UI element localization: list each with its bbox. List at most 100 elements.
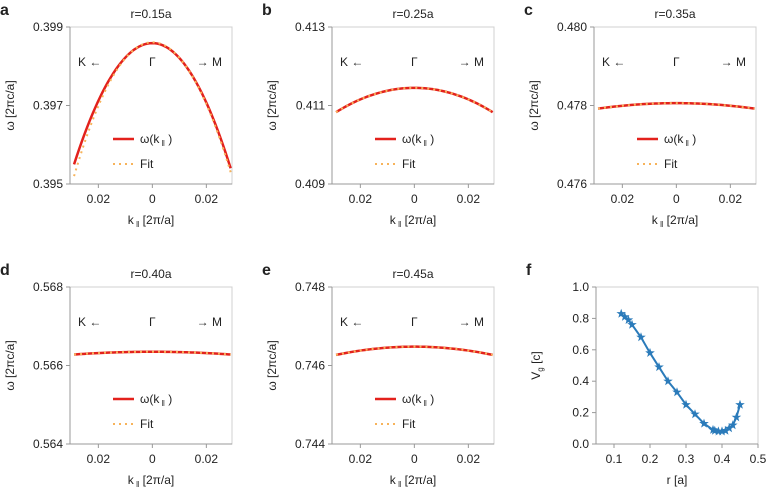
- x-tick-label: 0.02: [87, 192, 111, 206]
- x-axis-label: k ‖ [2π/a]: [128, 473, 175, 489]
- legend-band-label: ω(k ‖ ): [402, 392, 434, 408]
- panel-label: d: [0, 262, 10, 279]
- legend-fit-label: Fit: [402, 157, 416, 171]
- x-tick-label: 0.5: [750, 452, 767, 466]
- star-marker: [731, 412, 742, 422]
- panel-title: r=0.40a: [130, 267, 171, 281]
- annotation-gamma: Γ: [673, 55, 680, 69]
- star-marker: [623, 315, 634, 324]
- text-rest: [2π/a]: [401, 213, 436, 227]
- panel-title: r=0.25a: [392, 7, 433, 21]
- annotation-m: → M: [459, 55, 484, 69]
- annotation-k: K ←: [340, 315, 363, 329]
- x-tick-label: 0.3: [678, 452, 695, 466]
- star-marker: [717, 426, 727, 436]
- x-tick-label: 0: [411, 452, 418, 466]
- text-rest: [2π/a]: [139, 213, 174, 227]
- star-marker: [699, 418, 709, 428]
- annotation-gamma: Γ: [411, 55, 418, 69]
- y-tick-label: 0.397: [33, 99, 63, 113]
- y-tick-label: 0.746: [295, 359, 325, 373]
- panel-label: c: [524, 2, 533, 19]
- y-tick-label: 0.6: [572, 343, 589, 357]
- star-marker: [654, 362, 664, 372]
- x-axis-label: k ‖ [2π/a]: [390, 473, 437, 489]
- y-tick-label: 0.480: [557, 20, 587, 34]
- legend-fit-label: Fit: [140, 417, 154, 431]
- star-marker: [645, 347, 655, 357]
- x-tick-label: 0: [149, 452, 156, 466]
- subscript: ‖: [421, 399, 427, 408]
- legend-band-label: ω(k ‖ ): [664, 132, 696, 148]
- band-curve: [335, 86, 494, 114]
- x-tick-label: 0.02: [719, 192, 743, 206]
- star-marker: [713, 426, 724, 436]
- panel-label: f: [526, 262, 532, 279]
- x-tick-label: 0.02: [349, 192, 373, 206]
- panel-title: r=0.15a: [130, 7, 171, 21]
- y-tick-label: 0.8: [572, 311, 589, 325]
- x-axis-label: k ‖ [2π/a]: [128, 213, 175, 229]
- star-marker: [728, 420, 738, 430]
- panel-label: a: [0, 2, 9, 19]
- x-tick-label: 0.02: [349, 452, 373, 466]
- panel-e: e r=0.45a 0.744 0.746 0.748 0.02 0 0.02 k ‖ [2π/…: [262, 262, 495, 489]
- y-tick-label: 0.476: [557, 177, 587, 191]
- x-tick-label: 0.02: [87, 452, 111, 466]
- x-tick-label: 0: [673, 192, 680, 206]
- y-tick-label: 1.0: [572, 280, 589, 294]
- y-tick-label: 0.568: [33, 280, 63, 294]
- star-marker: [681, 399, 691, 409]
- subscript: ‖: [159, 399, 165, 408]
- star-marker: [724, 423, 734, 433]
- star-marker: [636, 332, 646, 342]
- y-axis-label: ω [2πc/a]: [3, 80, 17, 130]
- annotation-m: → M: [459, 315, 484, 329]
- x-axis-label: r [a]: [667, 473, 688, 487]
- y-axis-label: ω [2πc/a]: [265, 340, 279, 390]
- y-tick-label: 0.744: [295, 437, 325, 451]
- panel-label: e: [262, 262, 271, 279]
- star-marker: [627, 319, 637, 329]
- y-axis-label: ω [2πc/a]: [527, 80, 541, 130]
- y-axis-label: ω [2πc/a]: [3, 340, 17, 390]
- legend-band-label: ω(k ‖ ): [402, 132, 434, 148]
- star-marker: [720, 425, 731, 435]
- legend-fit-label: Fit: [402, 417, 416, 431]
- legend-band-label: ω(k ‖ ): [140, 392, 172, 408]
- subscript: ‖: [134, 220, 140, 229]
- subscript: ‖: [159, 139, 165, 148]
- text-rest: [2π/a]: [139, 473, 174, 487]
- annotation-k: K ←: [602, 55, 625, 69]
- y-tick-label: 0.566: [33, 359, 63, 373]
- fit-curve: [73, 350, 231, 356]
- y-tick-label: 0.0: [572, 437, 589, 451]
- x-tick-label: 0.02: [457, 452, 481, 466]
- y-tick-label: 0.413: [295, 20, 325, 34]
- y-tick-label: 0.395: [33, 177, 63, 191]
- fit-curve: [335, 345, 493, 356]
- text-rest: ): [427, 392, 434, 406]
- panel-c: c r=0.35a 0.476 0.478 0.480 0.02 0 0.02 k ‖ [2π/…: [524, 2, 757, 229]
- x-tick-label: 0: [149, 192, 156, 206]
- annotation-k: K ←: [340, 55, 363, 69]
- subscript: ‖: [421, 139, 427, 148]
- subscript: ‖: [658, 220, 664, 229]
- y-tick-label: 0.478: [557, 99, 587, 113]
- star-marker: [735, 399, 745, 409]
- y-axis-label: Vg [c]: [529, 351, 545, 379]
- x-axis-label: k ‖ [2π/a]: [390, 213, 437, 229]
- panel-title: r=0.35a: [654, 7, 695, 21]
- star-marker: [616, 308, 626, 318]
- text-rest: [2π/a]: [663, 213, 698, 227]
- x-axis-label: k ‖ [2π/a]: [652, 213, 699, 229]
- panel-b: b r=0.25a 0.409 0.411 0.413 0.02 0 0.02 k ‖ [2π/…: [262, 2, 495, 229]
- star-marker: [663, 376, 673, 386]
- star-marker: [690, 409, 700, 419]
- annotation-gamma: Γ: [149, 55, 156, 69]
- panel-d: d r=0.40a 0.564 0.566 0.568 0.02 0 0.02 k ‖ [2π/…: [0, 262, 233, 489]
- text-rest: ): [427, 132, 434, 146]
- panel-title: r=0.45a: [392, 267, 433, 281]
- y-tick-label: 0.399: [33, 20, 63, 34]
